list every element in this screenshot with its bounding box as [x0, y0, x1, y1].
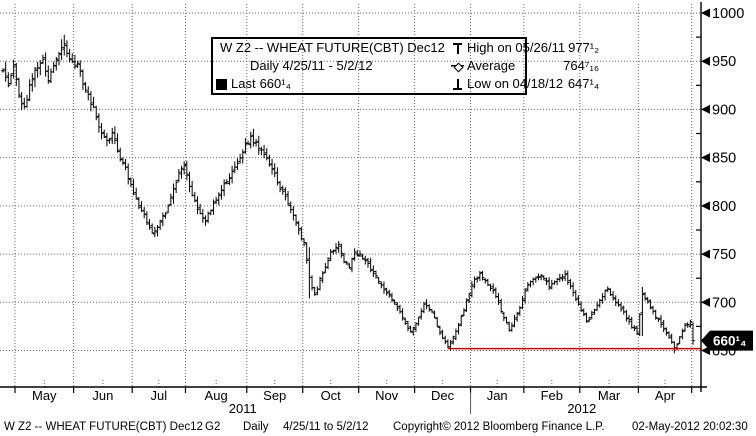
month-label: Aug	[205, 388, 228, 403]
y-axis-label: 750	[712, 247, 736, 263]
footer-date-range: 4/25/11 to 5/2/12	[283, 421, 369, 433]
month-label: Jun	[92, 388, 113, 403]
month-label: Mar	[598, 388, 621, 403]
instrument-title: W Z2 -- WHEAT FUTURE(CBT) Dec12	[220, 40, 445, 55]
chart-legend: W Z2 -- WHEAT FUTURE(CBT) Dec12 High on …	[211, 37, 599, 95]
year-label: 2012	[567, 401, 596, 416]
last-value: 660¹₄	[259, 76, 291, 91]
last-square-icon	[216, 78, 227, 90]
chart-period: Daily 4/25/11 - 5/2/12	[250, 58, 373, 73]
average-label: Average	[467, 58, 516, 73]
y-tick-arrow-icon	[701, 297, 710, 307]
high-value: 977¹₂	[568, 40, 600, 55]
high-label: High on 05/26/11	[467, 40, 566, 55]
month-label: Jul	[151, 388, 168, 403]
month-label: Jan	[487, 388, 508, 403]
axes	[0, 2, 707, 393]
last-label: Last	[231, 76, 256, 91]
y-tick-arrow-icon	[701, 56, 710, 66]
legend-high-row: High on 05/26/11 977¹₂	[451, 39, 602, 57]
month-label: Nov	[375, 388, 399, 403]
low-value: 647¹₄	[567, 76, 600, 91]
bar-close-ticks	[3, 43, 695, 350]
y-tick-arrow-icon	[701, 249, 710, 259]
ohlc-bars	[1, 34, 701, 354]
month-label: Dec	[431, 388, 455, 403]
y-axis-label: 800	[712, 199, 736, 215]
y-axis-label: 700	[712, 295, 736, 311]
gridlines	[0, 4, 701, 387]
y-tick-arrow-icon	[701, 153, 710, 163]
status-bar: W Z2 -- WHEAT FUTURE(CBT) Dec12 G2 Daily…	[0, 419, 756, 436]
month-label: Apr	[655, 388, 676, 403]
last-price-tag: 660¹₄	[701, 330, 753, 351]
month-label: Feb	[541, 388, 563, 403]
y-tick-arrow-icon	[701, 201, 710, 211]
y-tick-arrow-icon	[701, 8, 710, 18]
y-tick-arrow-icon	[701, 104, 710, 114]
y-axis-label: 850	[712, 151, 736, 167]
last-price-tag-label: 660¹₄	[713, 334, 746, 349]
footer-timestamp: 02-May-2012 20:02:30	[632, 421, 748, 433]
legend-average-row: Average 764⁷₁₆	[451, 57, 602, 75]
legend-low-row: Low on 04/18/12 647¹₄	[451, 75, 602, 93]
average-value: 764⁷₁₆	[563, 58, 600, 73]
month-label: May	[32, 388, 57, 403]
month-label: Oct	[321, 388, 342, 403]
y-axis-label: 1000	[712, 6, 744, 22]
footer-page-code: G2	[205, 421, 221, 433]
month-label: Sep	[263, 388, 286, 403]
last-price-tag-shape	[701, 330, 753, 351]
bar-open-ticks	[1, 45, 693, 349]
low-label: Low on 04/18/12	[467, 76, 564, 91]
legend-last-row: Last 660¹₄	[213, 75, 451, 93]
y-axis-label: 900	[712, 102, 736, 118]
footer-instrument-title: W Z2 -- WHEAT FUTURE(CBT) Dec12	[4, 421, 203, 433]
average-line-diamond-icon	[451, 60, 464, 72]
high-tick-icon	[451, 42, 464, 54]
low-tick-icon	[451, 78, 464, 90]
footer-copyright: Copyright© 2012 Bloomberg Finance L.P.	[393, 421, 605, 433]
y-tick-arrow-icon	[701, 346, 710, 355]
footer-period-type: Daily	[243, 421, 269, 433]
y-axis-label: 950	[712, 54, 736, 70]
year-label: 2011	[229, 401, 257, 416]
